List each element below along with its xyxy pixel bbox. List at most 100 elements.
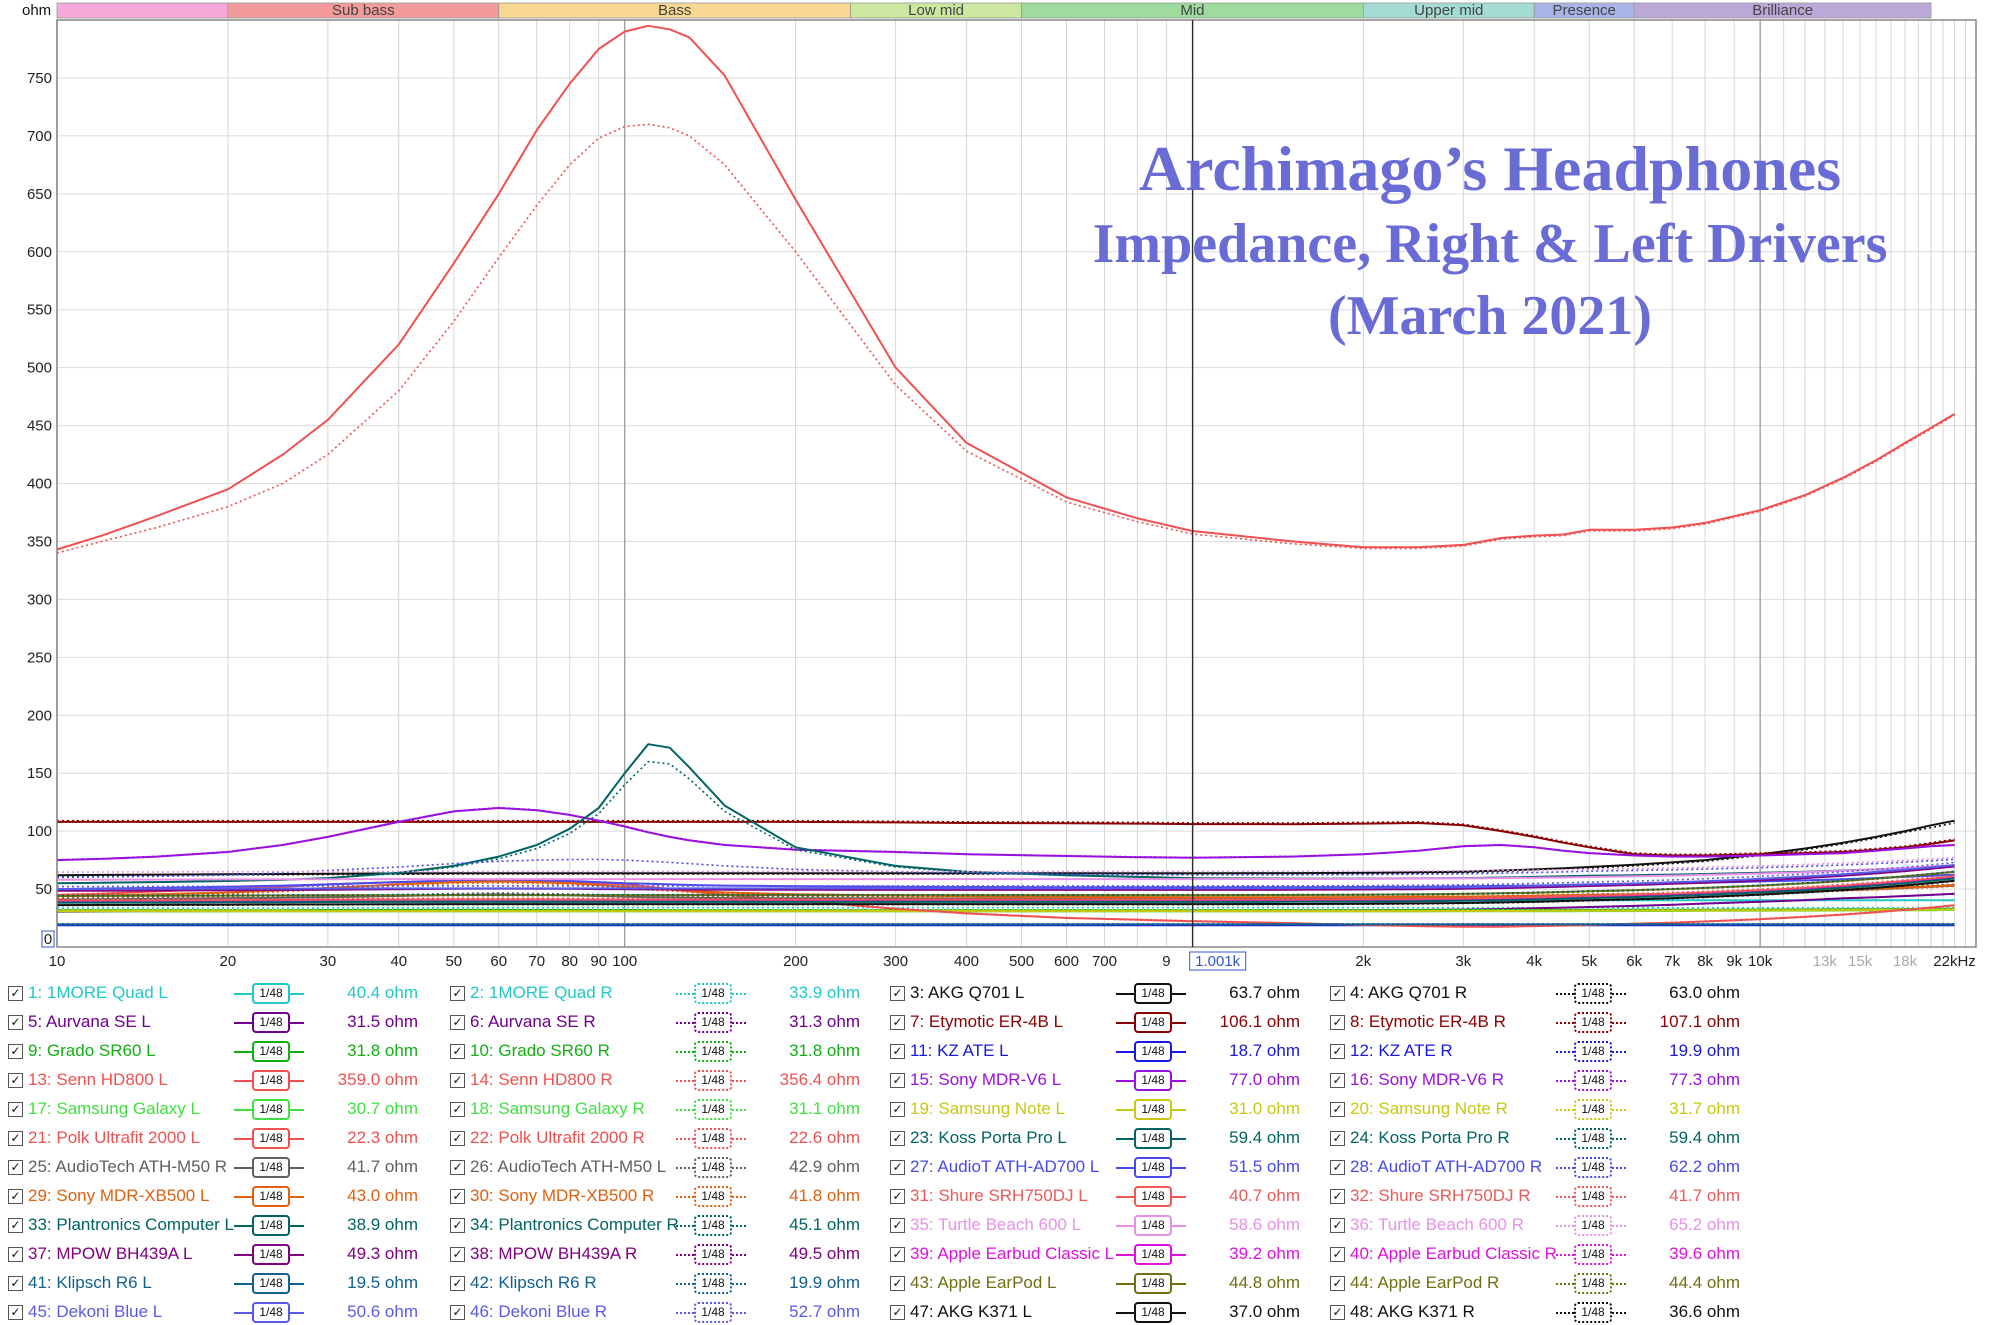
visibility-checkbox[interactable]: ✓ [890,1015,905,1030]
visibility-checkbox[interactable]: ✓ [890,1276,905,1291]
smoothing-button[interactable]: 1/48 [1556,1070,1626,1090]
visibility-checkbox[interactable]: ✓ [1330,1247,1345,1262]
smoothing-button[interactable]: 1/48 [676,1273,746,1293]
visibility-checkbox[interactable]: ✓ [1330,986,1345,1001]
visibility-checkbox[interactable]: ✓ [8,1218,23,1233]
visibility-checkbox[interactable]: ✓ [450,1073,465,1088]
visibility-checkbox[interactable]: ✓ [8,1131,23,1146]
visibility-checkbox[interactable]: ✓ [8,1247,23,1262]
visibility-checkbox[interactable]: ✓ [890,1073,905,1088]
visibility-checkbox[interactable]: ✓ [1330,1015,1345,1030]
smoothing-button[interactable]: 1/48 [1116,1128,1186,1148]
visibility-checkbox[interactable]: ✓ [450,1160,465,1175]
visibility-checkbox[interactable]: ✓ [450,1276,465,1291]
visibility-checkbox[interactable]: ✓ [8,1189,23,1204]
smoothing-button[interactable]: 1/48 [676,983,746,1003]
visibility-checkbox[interactable]: ✓ [450,986,465,1001]
visibility-checkbox[interactable]: ✓ [450,1305,465,1320]
smoothing-button[interactable]: 1/48 [1116,1215,1186,1235]
visibility-checkbox[interactable]: ✓ [1330,1160,1345,1175]
visibility-checkbox[interactable]: ✓ [8,986,23,1001]
smoothing-button[interactable]: 1/48 [234,1302,304,1322]
legend-series-name: 42: Klipsch R6 R [470,1270,597,1296]
smoothing-button[interactable]: 1/48 [1116,1157,1186,1177]
smoothing-button[interactable]: 1/48 [1116,1302,1186,1322]
smoothing-button[interactable]: 1/48 [234,1186,304,1206]
smoothing-button[interactable]: 1/48 [234,1244,304,1264]
smoothing-button[interactable]: 1/48 [1116,1186,1186,1206]
visibility-checkbox[interactable]: ✓ [890,1189,905,1204]
smoothing-button[interactable]: 1/48 [1556,1012,1626,1032]
smoothing-button[interactable]: 1/48 [1556,1302,1626,1322]
smoothing-button[interactable]: 1/48 [676,1244,746,1264]
smoothing-button[interactable]: 1/48 [234,1012,304,1032]
visibility-checkbox[interactable]: ✓ [1330,1218,1345,1233]
visibility-checkbox[interactable]: ✓ [450,1131,465,1146]
smoothing-button[interactable]: 1/48 [1116,983,1186,1003]
visibility-checkbox[interactable]: ✓ [8,1015,23,1030]
visibility-checkbox[interactable]: ✓ [890,1044,905,1059]
smoothing-button[interactable]: 1/48 [676,1302,746,1322]
smoothing-button[interactable]: 1/48 [1556,1099,1626,1119]
visibility-checkbox[interactable]: ✓ [8,1102,23,1117]
smoothing-button[interactable]: 1/48 [676,1215,746,1235]
smoothing-button[interactable]: 1/48 [234,983,304,1003]
smoothing-button[interactable]: 1/48 [1556,983,1626,1003]
smoothing-button[interactable]: 1/48 [1116,1012,1186,1032]
visibility-checkbox[interactable]: ✓ [8,1276,23,1291]
visibility-checkbox[interactable]: ✓ [890,986,905,1001]
visibility-checkbox[interactable]: ✓ [450,1189,465,1204]
smoothing-button[interactable]: 1/48 [1116,1273,1186,1293]
smoothing-button[interactable]: 1/48 [1556,1041,1626,1061]
smoothing-button[interactable]: 1/48 [676,1041,746,1061]
smoothing-button[interactable]: 1/48 [1116,1244,1186,1264]
smoothing-button[interactable]: 1/48 [234,1273,304,1293]
smoothing-button[interactable]: 1/48 [1556,1128,1626,1148]
smoothing-button[interactable]: 1/48 [1116,1099,1186,1119]
visibility-checkbox[interactable]: ✓ [8,1044,23,1059]
visibility-checkbox[interactable]: ✓ [450,1044,465,1059]
smoothing-button[interactable]: 1/48 [676,1099,746,1119]
visibility-checkbox[interactable]: ✓ [1330,1073,1345,1088]
smoothing-button[interactable]: 1/48 [234,1070,304,1090]
visibility-checkbox[interactable]: ✓ [1330,1276,1345,1291]
smoothing-button[interactable]: 1/48 [676,1012,746,1032]
visibility-checkbox[interactable]: ✓ [1330,1305,1345,1320]
smoothing-button[interactable]: 1/48 [1556,1273,1626,1293]
smoothing-button[interactable]: 1/48 [234,1128,304,1148]
visibility-checkbox[interactable]: ✓ [890,1247,905,1262]
visibility-checkbox[interactable]: ✓ [450,1015,465,1030]
smoothing-button[interactable]: 1/48 [1116,1041,1186,1061]
smoothing-button[interactable]: 1/48 [1556,1186,1626,1206]
smoothing-button[interactable]: 1/48 [1556,1157,1626,1177]
visibility-checkbox[interactable]: ✓ [450,1247,465,1262]
smoothing-button[interactable]: 1/48 [1556,1244,1626,1264]
smoothing-label: 1/48 [252,1070,290,1091]
visibility-checkbox[interactable]: ✓ [8,1073,23,1088]
visibility-checkbox[interactable]: ✓ [8,1305,23,1320]
visibility-checkbox[interactable]: ✓ [890,1102,905,1117]
smoothing-button[interactable]: 1/48 [676,1128,746,1148]
smoothing-button[interactable]: 1/48 [676,1157,746,1177]
visibility-checkbox[interactable]: ✓ [1330,1044,1345,1059]
smoothing-button[interactable]: 1/48 [1116,1070,1186,1090]
visibility-checkbox[interactable]: ✓ [450,1218,465,1233]
visibility-checkbox[interactable]: ✓ [1330,1131,1345,1146]
visibility-checkbox[interactable]: ✓ [450,1102,465,1117]
visibility-checkbox[interactable]: ✓ [890,1305,905,1320]
smoothing-button[interactable]: 1/48 [1556,1215,1626,1235]
smoothing-button[interactable]: 1/48 [676,1070,746,1090]
visibility-checkbox[interactable]: ✓ [1330,1189,1345,1204]
smoothing-button[interactable]: 1/48 [676,1186,746,1206]
smoothing-button[interactable]: 1/48 [234,1157,304,1177]
smoothing-button[interactable]: 1/48 [234,1215,304,1235]
visibility-checkbox[interactable]: ✓ [890,1218,905,1233]
visibility-checkbox[interactable]: ✓ [890,1131,905,1146]
visibility-checkbox[interactable]: ✓ [890,1160,905,1175]
smoothing-button[interactable]: 1/48 [234,1041,304,1061]
visibility-checkbox[interactable]: ✓ [1330,1102,1345,1117]
visibility-checkbox[interactable]: ✓ [8,1160,23,1175]
smoothing-button[interactable]: 1/48 [234,1099,304,1119]
